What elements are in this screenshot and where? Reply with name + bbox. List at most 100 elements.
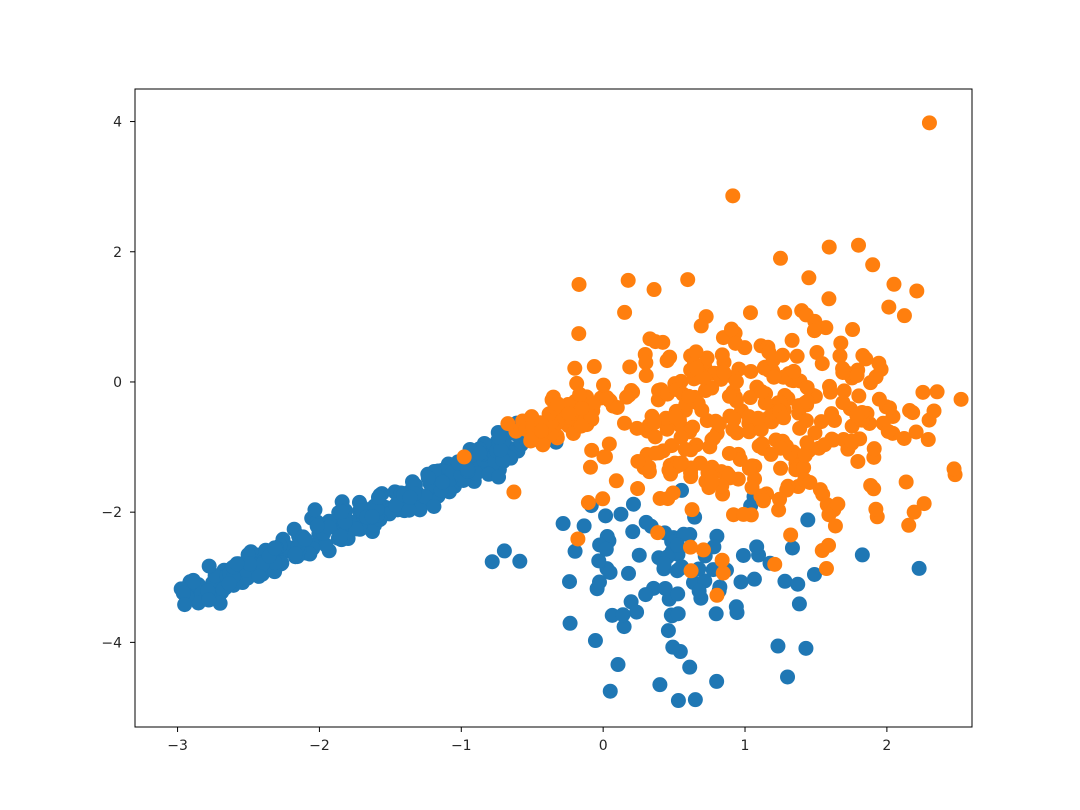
cluster-orange-point	[581, 495, 596, 510]
x-tick-label: 1	[741, 738, 750, 754]
cluster-blue-point	[435, 475, 450, 490]
cluster-orange-point	[902, 403, 917, 418]
cluster-orange-point	[767, 557, 782, 572]
cluster-orange-point	[609, 473, 624, 488]
cluster-orange-point	[901, 518, 916, 533]
cluster-orange-point	[777, 305, 792, 320]
cluster-orange-point	[584, 443, 599, 458]
cluster-orange-point	[662, 350, 677, 365]
cluster-orange-point	[828, 518, 843, 533]
cluster-orange-point	[817, 437, 832, 452]
cluster-orange-point	[881, 424, 896, 439]
cluster-blue-point	[491, 470, 506, 485]
cluster-orange-point	[567, 361, 582, 376]
cluster-orange-point	[696, 542, 711, 557]
cluster-blue-point	[201, 593, 216, 608]
cluster-orange-point	[715, 347, 730, 362]
cluster-orange-point	[668, 409, 683, 424]
cluster-blue-point	[785, 540, 800, 555]
cluster-orange-point	[773, 461, 788, 476]
cluster-orange-point	[572, 277, 587, 292]
cluster-blue-point	[202, 559, 217, 574]
cluster-orange-point	[800, 380, 815, 395]
cluster-orange-point	[583, 460, 598, 475]
cluster-orange-point	[500, 416, 515, 431]
cluster-blue-point	[747, 572, 762, 587]
cluster-blue-point	[632, 548, 647, 563]
cluster-blue-point	[334, 504, 349, 519]
cluster-orange-point	[716, 566, 731, 581]
cluster-blue-point	[426, 499, 441, 514]
cluster-orange-point	[653, 491, 668, 506]
cluster-blue-point	[298, 532, 313, 547]
cluster-orange-point	[814, 414, 829, 429]
cluster-blue-point	[222, 576, 237, 591]
cluster-orange-point	[835, 361, 850, 376]
cluster-orange-point	[506, 485, 521, 500]
cluster-orange-point	[783, 527, 798, 542]
cluster-orange-point	[743, 364, 758, 379]
cluster-blue-point	[657, 556, 672, 571]
cluster-blue-point	[652, 677, 667, 692]
cluster-blue-point	[613, 507, 628, 522]
cluster-orange-point	[822, 240, 837, 255]
cluster-orange-point	[766, 353, 781, 368]
cluster-blue-point	[798, 641, 813, 656]
cluster-orange-point	[954, 392, 969, 407]
cluster-orange-point	[587, 359, 602, 374]
cluster-orange-point	[595, 491, 610, 506]
cluster-blue-point	[709, 674, 724, 689]
cluster-blue-point	[638, 587, 653, 602]
y-tick-label: 4	[113, 115, 122, 131]
cluster-orange-point	[800, 394, 815, 409]
cluster-blue-point	[485, 554, 500, 569]
cluster-orange-point	[534, 423, 549, 438]
cluster-blue-point	[671, 693, 686, 708]
cluster-blue-point	[615, 607, 630, 622]
cluster-blue-point	[497, 543, 512, 558]
cluster-orange-point	[704, 474, 719, 489]
cluster-blue-point	[770, 639, 785, 654]
cluster-orange-point	[790, 349, 805, 364]
cluster-orange-point	[835, 395, 850, 410]
cluster-orange-point	[833, 336, 848, 351]
cluster-blue-point	[588, 633, 603, 648]
cluster-blue-point	[792, 596, 807, 611]
cluster-orange-point	[930, 384, 945, 399]
cluster-orange-point	[745, 480, 760, 495]
cluster-blue-point	[421, 470, 436, 485]
cluster-blue-point	[598, 508, 613, 523]
cluster-blue-point	[563, 616, 578, 631]
cluster-orange-point	[907, 505, 922, 520]
cluster-orange-point	[868, 502, 883, 517]
cluster-blue-point	[736, 548, 751, 563]
cluster-orange-point	[685, 502, 700, 517]
cluster-blue-point	[733, 574, 748, 589]
cluster-orange-point	[922, 115, 937, 130]
cluster-orange-point	[869, 369, 884, 384]
cluster-blue-point	[402, 503, 417, 518]
cluster-orange-point	[798, 448, 813, 463]
cluster-blue-point	[371, 490, 386, 505]
cluster-blue-point	[365, 509, 380, 524]
cluster-blue-point	[670, 586, 685, 601]
cluster-orange-point	[867, 441, 882, 456]
cluster-blue-point	[333, 529, 348, 544]
cluster-blue-point	[288, 546, 303, 561]
cluster-orange-point	[596, 378, 611, 393]
cluster-orange-point	[728, 336, 743, 351]
cluster-orange-point	[786, 364, 801, 379]
cluster-blue-point	[780, 669, 795, 684]
cluster-orange-point	[742, 461, 757, 476]
cluster-orange-point	[715, 553, 730, 568]
cluster-orange-point	[602, 436, 617, 451]
cluster-blue-point	[688, 692, 703, 707]
cluster-orange-point	[821, 538, 836, 553]
y-tick-label: −4	[101, 635, 122, 651]
cluster-orange-point	[725, 422, 740, 437]
y-tick-label: 2	[113, 245, 122, 261]
chart-svg: −3−2−1012−4−2024	[0, 0, 1080, 810]
cluster-orange-point	[909, 283, 924, 298]
cluster-blue-point	[777, 574, 792, 589]
cluster-orange-point	[642, 331, 657, 346]
